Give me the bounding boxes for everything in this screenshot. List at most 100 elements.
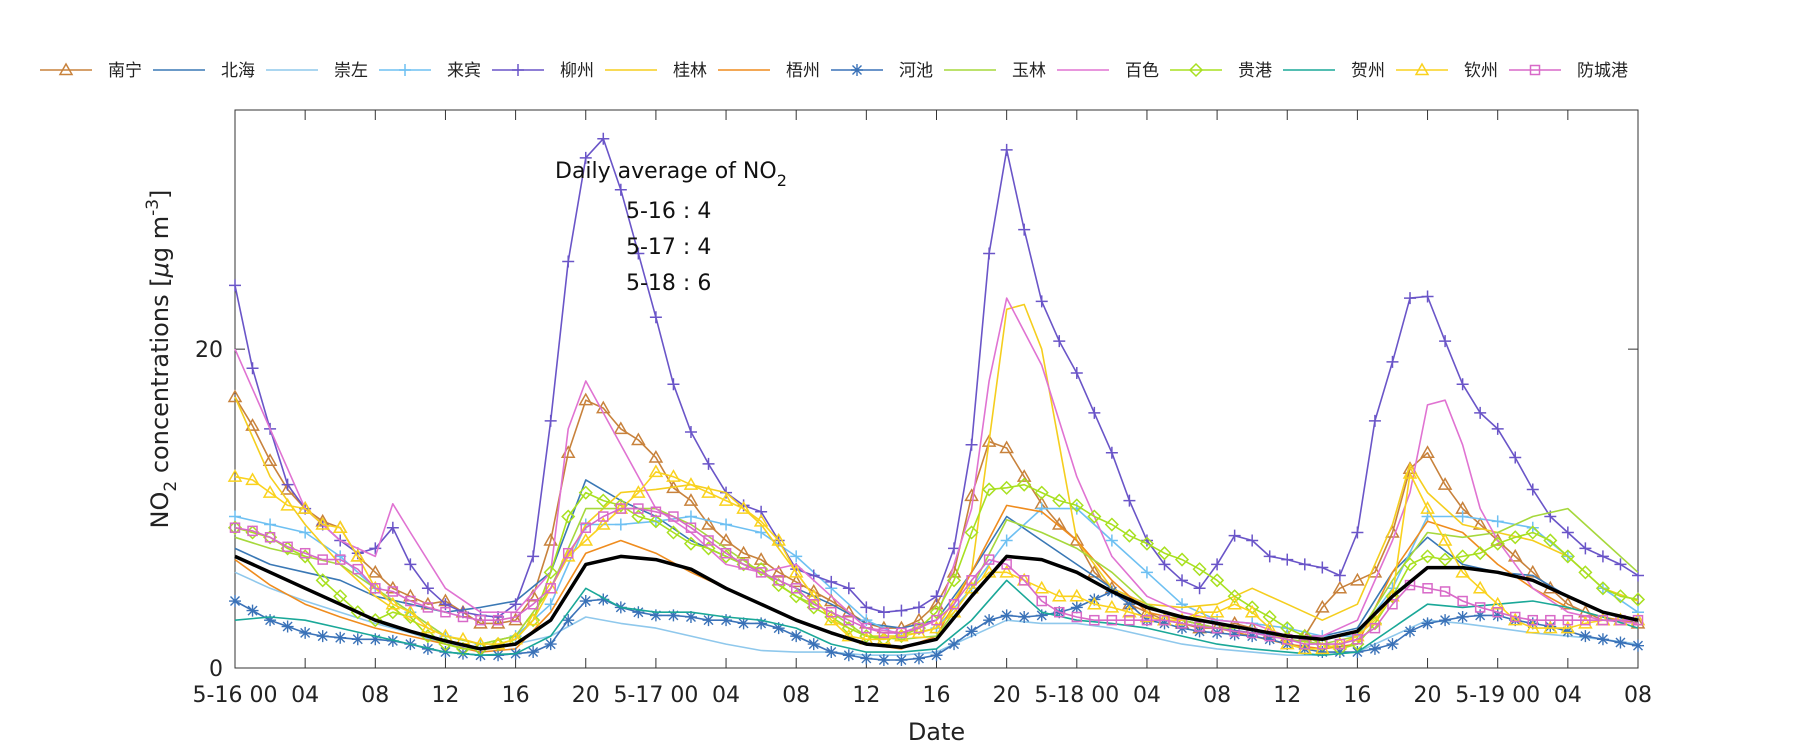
star-marker: [877, 654, 890, 667]
x-tick-label: 08: [361, 683, 389, 708]
diamond-marker: [1227, 589, 1242, 604]
x-tick-label: 04: [291, 683, 319, 708]
plus-marker: [1298, 558, 1311, 571]
diamond-marker: [929, 605, 944, 620]
triangle-marker: [1455, 564, 1470, 578]
diamond-marker: [631, 509, 646, 524]
series-line: [234, 571, 1639, 657]
square-marker: [580, 522, 591, 533]
legend-label: 防城港: [1577, 61, 1628, 81]
legend-label: 崇左: [334, 61, 368, 81]
square-marker: [878, 627, 890, 639]
triangle-marker: [490, 636, 506, 650]
square-marker: [1089, 614, 1100, 626]
plus-marker: [895, 604, 908, 617]
square-marker: [370, 583, 381, 594]
x-tick-label: 16: [1343, 683, 1371, 708]
diamond-marker: [543, 565, 558, 580]
plus-marker: [512, 64, 524, 76]
triangle-marker: [543, 532, 558, 546]
square-marker: [1159, 614, 1170, 626]
square-marker: [685, 522, 697, 533]
plus-marker: [1053, 335, 1066, 348]
diamond-marker: [982, 482, 997, 497]
square-marker: [440, 606, 451, 618]
plus-marker: [825, 575, 838, 588]
diamond-marker: [1087, 509, 1102, 524]
star-marker: [229, 595, 241, 608]
triangle-marker: [420, 620, 436, 634]
x-tick-label: 20: [1414, 683, 1442, 708]
star-marker: [527, 646, 540, 659]
square-marker: [861, 622, 872, 634]
diamond-marker: [1420, 549, 1435, 564]
plus-marker: [983, 247, 996, 260]
triangle-marker: [823, 593, 839, 607]
square-marker: [931, 614, 942, 626]
star-marker: [334, 631, 347, 644]
triangle-marker: [1560, 596, 1576, 610]
triangle-marker: [876, 631, 892, 645]
star-marker: [1474, 609, 1487, 622]
legend-label: 北海: [221, 61, 255, 81]
square-marker: [1018, 575, 1030, 586]
triangle-marker: [1315, 599, 1330, 613]
square-marker: [720, 547, 732, 559]
star-marker: [1035, 609, 1048, 622]
triangle-marker: [806, 588, 822, 602]
plus-marker: [1158, 558, 1171, 571]
triangle-marker: [1472, 580, 1488, 594]
triangle-marker: [999, 440, 1014, 454]
plus-marker: [860, 601, 873, 614]
series-line: [234, 297, 1639, 637]
triangle-marker: [894, 628, 909, 642]
axis-ticks: 5-16 00 04 08 12 16 20 5-17 00 04 08 12 16 20 5-18 0…: [193, 110, 1652, 708]
diamond-marker: [1192, 562, 1207, 577]
x-tick-label: 12: [1273, 683, 1301, 708]
star-marker: [299, 626, 312, 639]
star-marker: [702, 614, 715, 627]
square-marker: [1492, 606, 1503, 618]
triangle-marker: [578, 532, 594, 546]
series-line: [234, 137, 1639, 618]
x-tick-label: 12: [431, 683, 459, 708]
triangle-marker: [648, 450, 664, 463]
square-marker: [1527, 614, 1539, 626]
diamond-marker: [578, 485, 593, 500]
triangle-marker: [262, 485, 278, 498]
legend: 南宁 北海 崇左 来宾 柳州 桂林 梧州 河池 玉林 百色 贵港 贺州 钦州 防城港: [40, 61, 1628, 81]
plus-marker: [632, 247, 645, 260]
plus-marker: [1596, 550, 1609, 563]
star-marker: [790, 630, 803, 643]
star-marker: [1368, 642, 1381, 655]
star-marker: [1491, 609, 1504, 622]
triangle-marker: [823, 612, 839, 626]
plus-marker: [597, 132, 610, 145]
triangle-marker: [1402, 465, 1418, 479]
diamond-marker: [526, 613, 541, 628]
series-layer: [227, 132, 1646, 667]
plus-marker: [1474, 406, 1487, 419]
square-marker: [264, 532, 276, 543]
square-marker: [948, 598, 960, 610]
legend-label: 贺州: [1351, 61, 1385, 81]
plus-marker: [1193, 582, 1206, 595]
star-marker: [281, 620, 294, 633]
plus-marker: [1456, 378, 1469, 391]
diamond-marker: [1052, 493, 1067, 508]
star-marker: [1404, 625, 1417, 638]
plus-marker: [720, 518, 733, 531]
triangle-marker: [490, 615, 506, 629]
triangle-marker: [1525, 564, 1541, 578]
star-marker: [895, 654, 908, 667]
annotation-line-3: 5-18 : 6: [626, 271, 711, 296]
legend-label: 钦州: [1464, 61, 1498, 81]
star-marker: [983, 614, 996, 627]
triangle-marker: [508, 612, 523, 626]
square-marker: [247, 525, 258, 537]
plus-marker: [386, 521, 399, 534]
star-marker: [1439, 614, 1452, 627]
plus-marker: [527, 550, 540, 563]
star-marker: [755, 617, 768, 630]
